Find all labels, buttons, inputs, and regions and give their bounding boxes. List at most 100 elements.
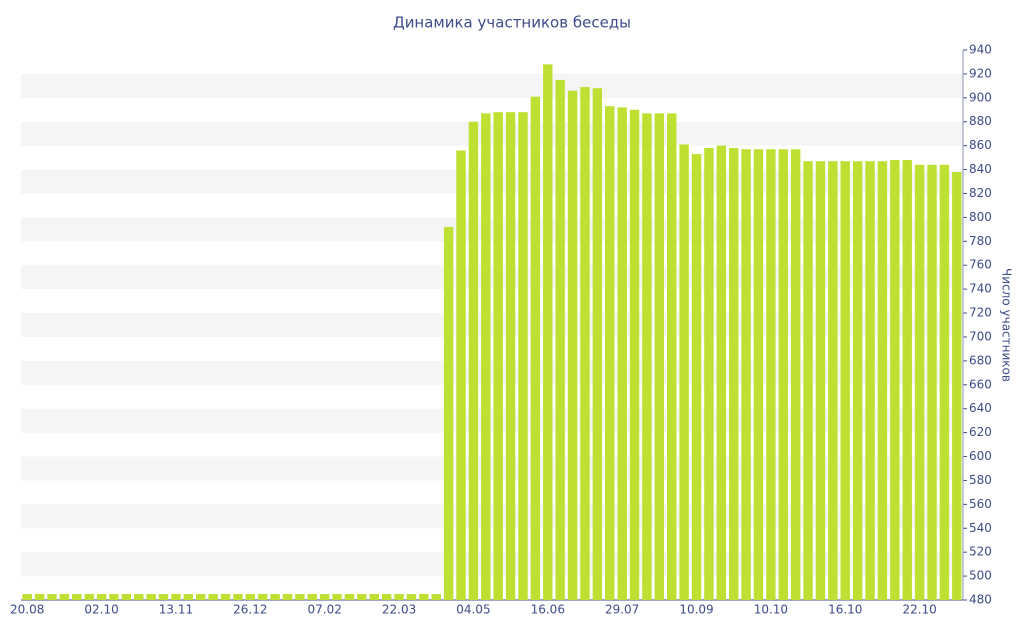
bar — [790, 149, 801, 600]
bar — [468, 121, 479, 600]
bar — [245, 594, 256, 600]
y-tick-label: 940 — [969, 43, 992, 57]
bar — [629, 109, 640, 601]
bar — [741, 149, 751, 600]
grid-band — [21, 217, 963, 242]
bar — [939, 164, 950, 601]
x-tick-label: 16.06 — [531, 603, 565, 617]
bar — [208, 594, 218, 600]
y-tick-label: 740 — [969, 282, 992, 296]
y-tick-label: 820 — [969, 186, 992, 200]
bar — [171, 594, 181, 600]
y-tick-label: 840 — [969, 162, 992, 176]
bar — [592, 88, 603, 601]
bar — [580, 87, 590, 601]
y-tick-label: 500 — [969, 569, 992, 583]
bar — [319, 594, 330, 600]
bar — [257, 594, 268, 600]
bar — [877, 161, 888, 600]
y-tick-label: 760 — [969, 258, 992, 272]
y-tick-label: 700 — [969, 329, 992, 343]
bar — [766, 149, 776, 600]
y-tick-label: 900 — [969, 90, 992, 104]
x-tick-label: 26.12 — [233, 603, 267, 617]
bar — [505, 112, 516, 600]
x-tick-label: 10.10 — [754, 603, 788, 617]
bar — [183, 594, 194, 600]
y-tick-label: 880 — [969, 114, 992, 128]
bar — [753, 149, 764, 600]
y-tick-label: 920 — [969, 66, 992, 80]
bar — [96, 594, 107, 600]
y-tick-label: 600 — [969, 449, 992, 463]
bar — [357, 594, 367, 600]
bar — [815, 161, 826, 600]
y-tick-label: 860 — [969, 138, 992, 152]
y-tick-label: 520 — [969, 545, 992, 559]
bar — [803, 161, 813, 600]
y-tick-label: 620 — [969, 425, 992, 439]
bar — [134, 594, 144, 600]
grid-band — [21, 552, 963, 577]
grid-band — [21, 360, 963, 385]
bar — [121, 594, 132, 600]
bar — [34, 594, 45, 600]
x-tick-label: 13.11 — [159, 603, 193, 617]
x-tick-label: 04.05 — [456, 603, 490, 617]
bar — [555, 79, 565, 601]
grid-band — [21, 169, 963, 194]
bar — [642, 113, 652, 600]
bar — [567, 90, 578, 601]
x-tick-label: 20.08 — [10, 603, 44, 617]
bar — [654, 113, 665, 600]
y-axis-label: Число участников — [1000, 268, 1014, 382]
bar — [778, 149, 788, 600]
y-tick-label: 580 — [969, 473, 992, 487]
bar — [456, 150, 466, 600]
grid-band — [21, 121, 963, 146]
x-tick-label: 07.02 — [307, 603, 341, 617]
bar — [344, 594, 355, 600]
x-tick-label: 10.09 — [679, 603, 713, 617]
bar — [332, 594, 342, 600]
x-tick-label: 16.10 — [828, 603, 862, 617]
bar — [109, 594, 119, 600]
bar — [233, 594, 243, 600]
bar — [443, 226, 454, 600]
bar — [605, 106, 615, 601]
bar — [927, 164, 937, 601]
bar — [691, 154, 702, 601]
bar — [146, 594, 156, 600]
bar — [518, 112, 528, 600]
grid-band — [21, 504, 963, 529]
bar — [84, 594, 94, 600]
y-tick-label: 640 — [969, 401, 992, 415]
grid-band — [21, 456, 963, 481]
bar — [394, 594, 404, 600]
bar — [282, 594, 293, 600]
bar — [914, 164, 925, 601]
y-tick-label: 560 — [969, 497, 992, 511]
y-tick-label: 660 — [969, 377, 992, 391]
x-tick-label: 22.10 — [902, 603, 936, 617]
y-tick-label: 720 — [969, 306, 992, 320]
y-tick-label: 780 — [969, 234, 992, 248]
grid-band — [21, 313, 963, 337]
bar — [952, 171, 962, 600]
bar — [617, 107, 627, 601]
bar — [890, 160, 900, 600]
grid-band — [21, 73, 963, 98]
bar — [381, 594, 392, 600]
y-tick-label: 540 — [969, 521, 992, 535]
bar — [295, 594, 305, 600]
bar — [22, 594, 32, 600]
x-tick-label: 22.03 — [382, 603, 416, 617]
bar — [852, 161, 863, 600]
bar — [406, 594, 417, 600]
grid-band — [21, 265, 963, 290]
bar — [865, 161, 875, 600]
bar — [667, 113, 677, 600]
grid-band — [21, 408, 963, 433]
x-tick-label: 29.07 — [605, 603, 639, 617]
